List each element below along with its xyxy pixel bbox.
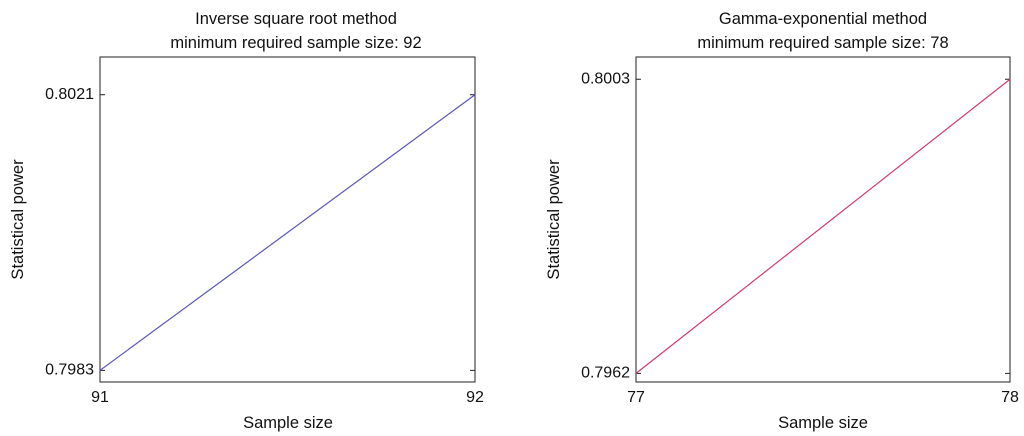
tick-marks: [635, 57, 1011, 382]
y-tick-label: 0.8003: [581, 70, 630, 87]
chart-title: Inverse square root method: [195, 10, 397, 28]
chart-subtitle: minimum required sample size: 78: [697, 34, 948, 52]
series-line: [635, 78, 1011, 374]
x-tick-label: 77: [627, 389, 645, 406]
y-tick-labels: 0.7983 0.8021: [45, 86, 94, 379]
y-axis-label: Statistical power: [9, 159, 27, 280]
x-tick-label: 92: [466, 389, 484, 406]
plot-frame: [635, 56, 1011, 383]
chart-gamma-exponential: Gamma-exponential method minimum require…: [545, 10, 1019, 432]
y-tick-labels: 0.7962 0.8003: [581, 70, 630, 381]
y-tick-label: 0.8021: [45, 86, 94, 103]
series-line: [99, 94, 476, 371]
plot-frame: [99, 56, 476, 383]
y-tick-label: 0.7962: [581, 365, 630, 382]
chart-subtitle: minimum required sample size: 92: [170, 34, 421, 52]
x-axis-label: Sample size: [778, 414, 868, 432]
chart-title: Gamma-exponential method: [719, 10, 927, 28]
x-tick-label: 91: [91, 389, 109, 406]
x-tick-labels: 91 92: [91, 389, 484, 406]
x-tick-labels: 77 78: [627, 389, 1019, 406]
y-axis-label: Statistical power: [545, 159, 563, 280]
x-axis-label: Sample size: [243, 414, 333, 432]
y-tick-label: 0.7983: [45, 362, 94, 379]
x-tick-label: 78: [1001, 389, 1019, 406]
tick-marks: [99, 57, 476, 382]
chart-inverse-square-root: Inverse square root method minimum requi…: [9, 10, 484, 432]
